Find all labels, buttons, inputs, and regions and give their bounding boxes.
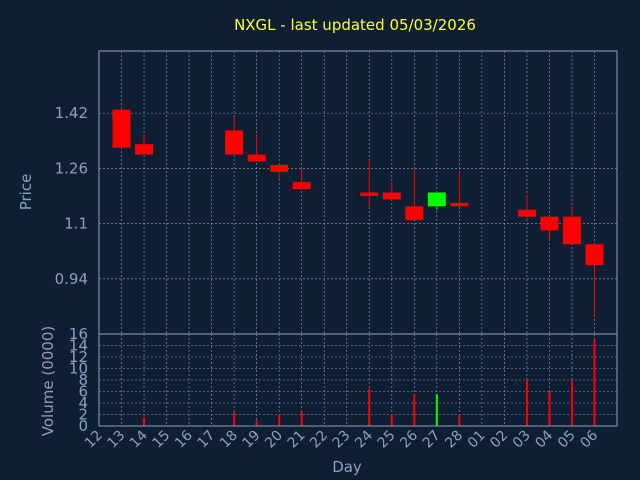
volume-bar [278, 414, 281, 426]
x-axis-label: Day [332, 458, 362, 476]
volume-bar [255, 420, 258, 426]
volume-bar [300, 411, 303, 426]
volume-tick-label: 2 [78, 406, 88, 424]
volume-tick-label: 0 [78, 417, 88, 435]
candle-body [360, 192, 379, 196]
price-tick-label: 1.1 [64, 215, 88, 233]
volume-bar [570, 380, 573, 426]
candle-body [562, 216, 581, 245]
volume-bar [525, 380, 528, 426]
volume-bar [593, 339, 596, 426]
candle-body [427, 192, 446, 207]
volume-bar [368, 388, 371, 426]
candle-body [585, 244, 604, 265]
volume-bar [458, 414, 461, 426]
price-axis-label: Price [17, 174, 35, 211]
candle-body [382, 192, 401, 200]
volume-bar [233, 411, 236, 426]
x-axis: 1213141516171819202122232425262728010203… [82, 427, 601, 451]
price-tick-label: 1.42 [55, 104, 88, 122]
candle-body [225, 130, 244, 155]
candle-body [112, 109, 131, 148]
volume-axis-label: Volume (0000) [39, 326, 57, 436]
volume-tick-label: 4 [78, 394, 88, 412]
volume-tick-label: 14 [69, 337, 88, 355]
volume-bar [390, 414, 393, 426]
volume-tick-label: 16 [69, 325, 88, 343]
volume-tick-label: 12 [69, 348, 88, 366]
price-panel: 1.42 1.26 1.1 0.94 [55, 50, 618, 335]
volume-bar [548, 391, 551, 426]
price-tick-label: 0.94 [55, 270, 88, 288]
volume-bar [435, 394, 438, 426]
volume-tick-label: 6 [78, 383, 88, 401]
candle-body [135, 144, 154, 155]
chart-title: NXGL - last updated 05/03/2026 [234, 16, 476, 34]
candle-body [517, 209, 536, 217]
candle-body [292, 182, 311, 190]
candle-body [540, 216, 559, 231]
price-tick-label: 1.26 [55, 159, 88, 177]
volume-tick-label: 8 [78, 371, 88, 389]
candle-body [247, 154, 266, 162]
candle-body [450, 202, 469, 207]
volume-bar [413, 394, 416, 426]
candle-body [405, 206, 424, 221]
volume-bar [143, 417, 146, 426]
volume-frame [98, 333, 618, 427]
candle-body [270, 164, 289, 172]
volume-tick-label: 10 [69, 360, 88, 378]
